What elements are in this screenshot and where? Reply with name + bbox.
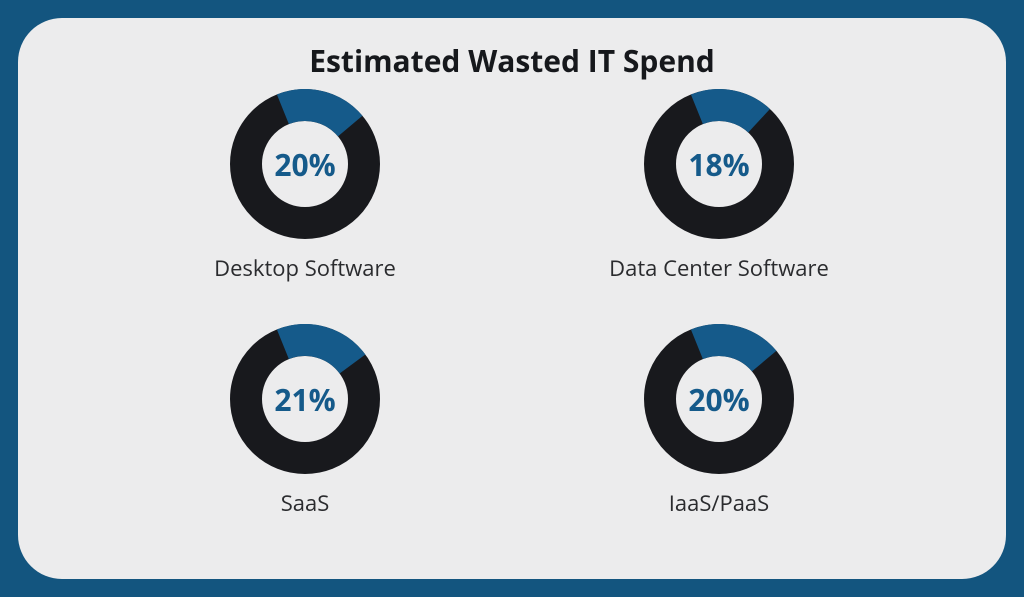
donut-ring: 18% [644,89,794,239]
donut-saas: 21% SaaS [118,324,492,518]
donut-label: SaaS [281,488,330,518]
donut-value: 20% [230,89,380,239]
donut-value: 18% [644,89,794,239]
donut-label: IaaS/PaaS [669,488,769,518]
donut-grid: 20% Desktop Software 18% Data Center Sof… [58,89,966,549]
donut-label: Desktop Software [214,253,396,283]
donut-ring: 21% [230,324,380,474]
donut-value: 21% [230,324,380,474]
donut-value: 20% [644,324,794,474]
infographic-panel: Estimated Wasted IT Spend 20% Desktop So… [18,18,1006,579]
donut-iaas-paas: 20% IaaS/PaaS [532,324,906,518]
donut-data-center-software: 18% Data Center Software [532,89,906,283]
donut-label: Data Center Software [609,253,829,283]
donut-ring: 20% [644,324,794,474]
donut-ring: 20% [230,89,380,239]
donut-desktop-software: 20% Desktop Software [118,89,492,283]
chart-title: Estimated Wasted IT Spend [58,40,966,81]
